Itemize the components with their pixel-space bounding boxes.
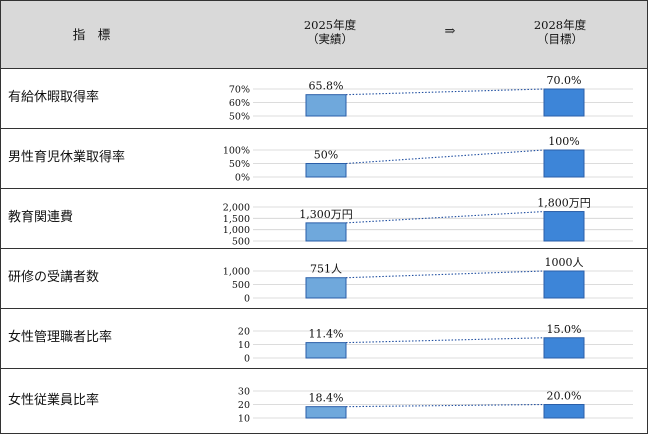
bar-actual (305, 406, 347, 419)
y-tick-label: 20 (238, 327, 250, 338)
mini-bar-chart: 1,000 500 0 751人 1000人 (223, 256, 633, 305)
data-label: 65.8% (309, 80, 344, 93)
trend-connector (345, 270, 545, 279)
y-tick-label: 500 (232, 280, 250, 291)
chart-cell (180, 369, 648, 434)
indicator-label: 研修の受講者数 (8, 270, 100, 285)
header-period-cell: 2025年度 （実績） ⇒ 2028年度 （目標） (180, 0, 648, 69)
header-arrow: ⇒ (444, 24, 456, 39)
y-tick-label: 1,000 (223, 267, 250, 278)
data-label: 1,300万円 (299, 208, 353, 221)
trend-connector (345, 149, 545, 165)
y-tick-label: 10 (238, 340, 250, 351)
bar-target (543, 404, 585, 419)
trend-connector (345, 337, 545, 344)
y-tick-label: 50% (229, 112, 250, 123)
mini-bar-chart: 100% 50% 0% 50% 100% (223, 135, 633, 184)
y-tick-label: 0 (244, 354, 250, 365)
data-label: 18.4% (309, 392, 344, 405)
y-tick-label: 30 (238, 387, 250, 398)
indicator-cell: 女性従業員比率 (0, 369, 181, 434)
bar-target (543, 337, 585, 359)
mini-bar-chart: 30 20 10 18.4% 20.0% (238, 387, 633, 425)
trend-connector (345, 210, 545, 224)
indicator-cell: 男性育児休業取得率 (0, 129, 181, 189)
y-tick-label: 0 (244, 294, 250, 305)
data-label: 20.0% (547, 390, 582, 403)
trend-connector (345, 403, 545, 408)
indicator-label: 男性育児休業取得率 (8, 150, 126, 165)
y-tick-label: 2,000 (223, 203, 250, 214)
indicator-label: 教育関連費 (8, 210, 74, 225)
bar-target (543, 149, 585, 178)
bar-actual (305, 94, 347, 117)
header-to-year: 2028年度 (533, 18, 587, 32)
header-indicator-cell: 指 標 (0, 0, 181, 69)
header-to-note: （目標） (537, 32, 583, 46)
data-label: 11.4% (309, 328, 344, 341)
data-label: 70.0% (547, 74, 582, 87)
data-label: 50% (314, 149, 338, 162)
y-tick-label: 60% (229, 98, 250, 109)
bar-actual (305, 222, 347, 242)
y-tick-label: 10 (238, 414, 250, 425)
data-label: 1,800万円 (537, 197, 591, 210)
y-tick-label: 1,500 (223, 214, 250, 225)
y-tick-label: 0% (235, 173, 250, 184)
indicator-label: 有給休暇取得率 (8, 90, 100, 105)
mini-bar-chart: 20 10 0 11.4% 15.0% (238, 323, 633, 365)
trend-connector (345, 88, 545, 96)
y-tick-label: 1,000 (223, 225, 250, 236)
y-tick-label: 50% (229, 159, 250, 170)
indicator-cell: 教育関連費 (0, 189, 181, 249)
bar-actual (305, 342, 347, 359)
y-tick-label: 20 (238, 400, 250, 411)
indicator-label: 女性管理職者比率 (8, 330, 113, 345)
data-label: 751人 (310, 263, 342, 276)
header-from-year: 2025年度 (303, 18, 357, 32)
data-label: 100% (548, 135, 579, 148)
data-label: 1000人 (545, 256, 584, 269)
indicator-cell: 女性管理職者比率 (0, 309, 181, 369)
bar-target (543, 88, 585, 117)
y-tick-label: 70% (229, 85, 250, 96)
indicator-cell: 有給休暇取得率 (0, 69, 181, 129)
bar-actual (305, 277, 347, 299)
bar-target (543, 211, 585, 242)
header-from-note: （実績） (307, 32, 353, 46)
mini-bar-chart: 70% 60% 50% 65.8% 70.0% (229, 74, 633, 123)
header-indicator-label: 指 標 (72, 27, 111, 42)
y-tick-label: 500 (232, 237, 250, 248)
indicator-cell: 研修の受講者数 (0, 249, 181, 309)
y-tick-label: 100% (223, 146, 250, 157)
indicator-label: 女性従業員比率 (8, 392, 100, 408)
bar-actual (305, 163, 347, 178)
bar-target (543, 270, 585, 299)
data-label: 15.0% (547, 323, 582, 336)
